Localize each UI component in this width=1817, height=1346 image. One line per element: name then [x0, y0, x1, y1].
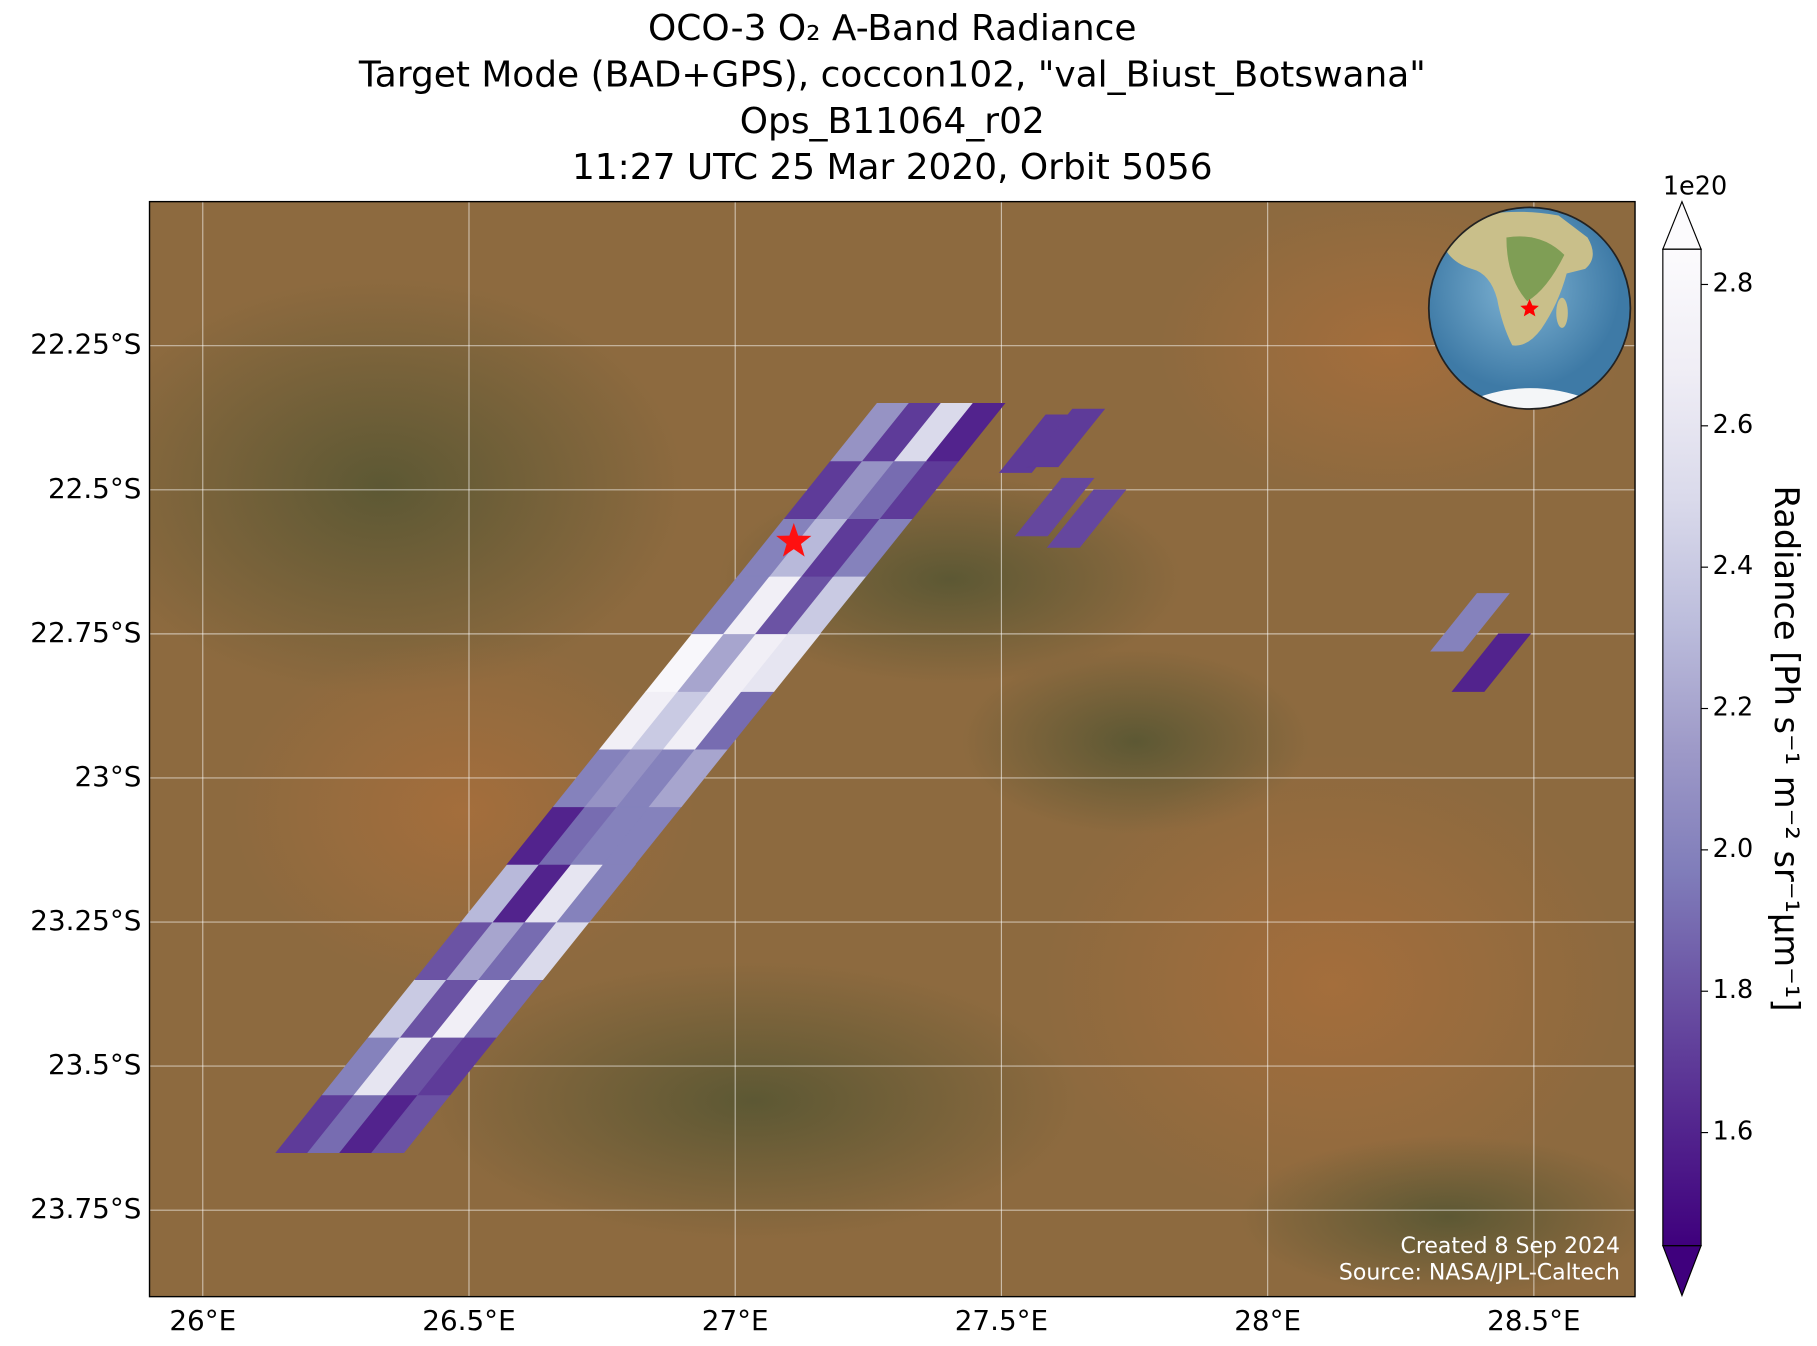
colorbar-multiplier: 1e20 [1663, 172, 1727, 202]
map-frame [148, 200, 1636, 1298]
y-tick-label: 23.25°S [30, 904, 141, 937]
colorbar-tick-label: 2.6 [1713, 410, 1754, 440]
colorbar-extend-bottom [1662, 1245, 1702, 1298]
x-tick-label: 26.5°E [422, 1304, 515, 1337]
colorbar-tick-label: 1.6 [1713, 1117, 1754, 1147]
swath [275, 403, 1532, 1153]
colorbar-extend-top [1661, 200, 1702, 250]
colorbar-label: Radiance [Ph s⁻¹ m⁻² sr⁻¹μm⁻¹] [1767, 486, 1806, 1012]
y-tick-label: 22.25°S [30, 328, 141, 361]
y-tick-label: 23°S [74, 760, 141, 793]
x-tick-label: 26°E [169, 1304, 236, 1337]
title-line: OCO-3 O₂ A-Band Radiance [648, 8, 1136, 49]
footprint [1430, 593, 1510, 652]
colorbar-tick-label: 1.8 [1713, 975, 1754, 1005]
y-tick-label: 23.75°S [30, 1192, 141, 1225]
footprint [1046, 489, 1127, 548]
colorbar-tick-label: 2.2 [1713, 693, 1754, 723]
title-line: 11:27 UTC 25 Mar 2020, Orbit 5056 [572, 147, 1213, 188]
inset-globe [1427, 206, 1632, 410]
x-tick-label: 28°E [1234, 1304, 1301, 1337]
title-line: Ops_B11064_r02 [740, 101, 1045, 142]
y-tick-label: 22.5°S [48, 472, 141, 505]
x-tick-label: 27°E [702, 1304, 769, 1337]
footprint [1025, 408, 1106, 468]
colorbar [1662, 249, 1702, 1246]
colorbar-tick-label: 2.0 [1713, 834, 1754, 864]
x-tick-label: 28.5°E [1487, 1304, 1580, 1337]
footprint [925, 403, 1006, 462]
colorbar-tick-label: 2.4 [1713, 551, 1754, 581]
y-tick-label: 22.75°S [30, 616, 141, 649]
credit-date: Created 8 Sep 2024 [1400, 1234, 1620, 1259]
footprint [1014, 477, 1095, 537]
credit-source: Source: NASA/JPL-Caltech [1339, 1260, 1620, 1285]
footprint [741, 633, 821, 692]
colorbar-frame [1662, 248, 1702, 1247]
footprint [1451, 633, 1532, 692]
target-marker [776, 523, 812, 557]
y-tick-label: 23.5°S [48, 1048, 141, 1081]
title: OCO-3 O₂ A-Band Radiance Target Mode (BAD… [358, 8, 1426, 188]
title-line: Target Mode (BAD+GPS), coccon102, "val_B… [358, 54, 1426, 95]
colorbar-tick-label: 2.8 [1713, 268, 1754, 298]
grid [149, 201, 1636, 1297]
x-tick-label: 27.5°E [955, 1304, 1048, 1337]
